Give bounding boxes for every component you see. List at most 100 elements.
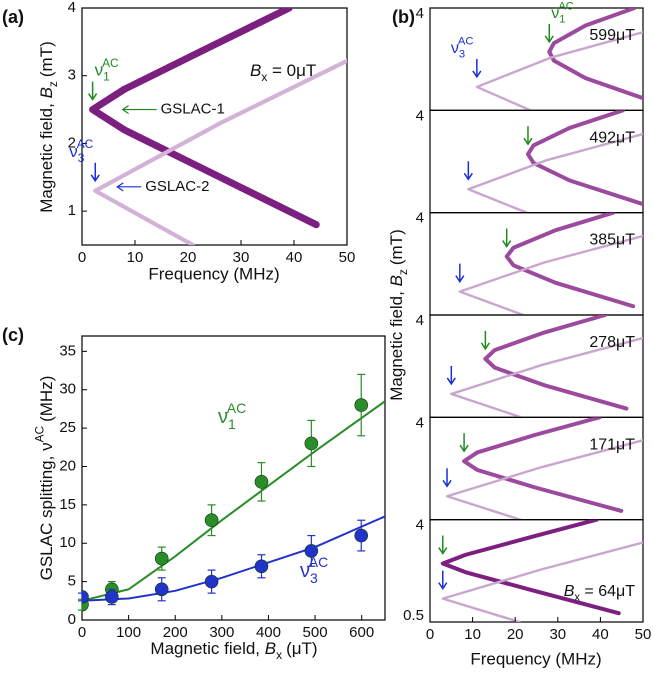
series-label: ν3AC	[300, 554, 328, 586]
field-label-part: 278μT	[589, 334, 635, 351]
series-label: ν1AC	[218, 400, 246, 432]
resonance-label: ν3AC	[69, 137, 93, 165]
resonance-branch	[475, 30, 643, 111]
y-tick-label: 35	[59, 342, 76, 359]
series-label-part: ν	[300, 560, 310, 582]
resonance-label-part: 3	[78, 151, 85, 165]
x-axis-title-part: (μT)	[286, 639, 318, 658]
y-tick-label: 0.5	[403, 607, 424, 624]
x-axis-title-part: Magnetic field,	[150, 639, 264, 658]
field-note-part: B	[250, 61, 261, 80]
x-tick-label: 50	[339, 249, 356, 266]
resonance-branch	[462, 417, 624, 513]
y-axis-title-part: AC	[32, 425, 46, 442]
field-label-part: x	[574, 592, 580, 604]
arrow-head	[544, 35, 554, 44]
arrow-head	[438, 582, 448, 590]
x-tick-label: 200	[163, 624, 188, 641]
field-label: 492μT	[589, 130, 635, 147]
data-point	[204, 513, 219, 528]
resonance-label-part: 3	[459, 48, 465, 60]
y-tick-label: 4	[416, 107, 424, 124]
x-axis-title-part: B	[265, 639, 276, 658]
y-axis-title: GSLAC splitting, νAC (MHz)	[32, 376, 56, 581]
data-point	[304, 436, 319, 451]
data-point	[204, 574, 219, 589]
resonance-label-part: ν	[551, 5, 559, 22]
panel-label: (c)	[2, 325, 24, 345]
x-tick-label: 30	[549, 626, 566, 643]
y-tick-label: 10	[59, 534, 76, 551]
field-label: 171μT	[589, 437, 635, 454]
arrow-head	[472, 70, 482, 79]
x-tick-label: 20	[180, 249, 197, 266]
y-tick-label: 30	[59, 381, 76, 398]
x-tick-label: 30	[233, 249, 250, 266]
series-label-part: ν	[218, 406, 228, 428]
resonance-label-part: ν	[95, 61, 104, 80]
resonance-branch	[89, 8, 320, 229]
x-axis-title-part: x	[276, 648, 282, 662]
panel-label: (b)	[392, 7, 415, 27]
y-tick-label: 4	[416, 210, 424, 227]
x-tick-label: 600	[349, 624, 374, 641]
resonance-label-part: ν	[451, 40, 459, 57]
data-point	[254, 559, 269, 574]
resonance-branch	[467, 132, 643, 213]
y-axis-title-part: B	[37, 87, 56, 98]
resonance-branch	[441, 541, 643, 623]
resonance-label-part: AC	[558, 1, 574, 13]
resonance-label-part: 1	[103, 70, 110, 84]
resonance-label-part: AC	[458, 36, 474, 48]
y-axis-title-part: (mT)	[37, 41, 56, 77]
resonance-label-part: AC	[102, 56, 119, 70]
x-tick-label: 40	[592, 626, 609, 643]
x-tick-label: 300	[209, 624, 234, 641]
arrow-head	[480, 342, 491, 351]
tag-arrow-head	[121, 105, 129, 115]
fit-line	[82, 400, 385, 602]
subplot-frame	[429, 519, 644, 623]
x-tick-label: 100	[116, 624, 141, 641]
y-axis-title-part: Magnetic field,	[387, 286, 406, 400]
arrow-head	[438, 547, 448, 555]
y-axis-title-part: (MHz)	[37, 376, 56, 422]
arrow-head	[442, 479, 452, 488]
x-tick-label: 0	[78, 249, 86, 266]
x-axis-title: Magnetic field, Bx (μT)	[150, 639, 317, 662]
y-axis-title-part: ν	[37, 442, 56, 451]
y-axis-title-part: z	[46, 81, 60, 87]
y-tick-label: 15	[59, 496, 76, 513]
resonance-label: ν1AC	[95, 56, 119, 84]
resonance-label: ν1AC	[551, 1, 574, 26]
x-tick-label: 40	[286, 249, 303, 266]
y-axis-title-part: z	[396, 269, 410, 275]
resonance-branch	[483, 315, 629, 411]
arrow-head	[90, 174, 100, 183]
series-label-part: 1	[228, 416, 236, 432]
resonance-branch	[504, 212, 636, 309]
series-label-part: AC	[309, 554, 328, 570]
resonance-branch	[450, 336, 643, 418]
arrow-head	[459, 444, 469, 453]
field-label-part: 599μT	[589, 27, 635, 44]
arrow-head	[523, 137, 533, 146]
y-axis-title: Magnetic field, Bz (mT)	[37, 41, 60, 213]
resonance-label: ν3AC	[451, 36, 474, 61]
x-tick-label: 400	[256, 624, 281, 641]
y-tick-label: 3	[68, 67, 76, 84]
fit-line	[82, 515, 385, 602]
field-label-part: B	[564, 583, 575, 600]
field-label-part: 492μT	[589, 130, 635, 147]
field-label: Bx = 64μT	[564, 583, 636, 603]
resonance-branch	[458, 234, 643, 316]
arrow-head	[463, 172, 473, 181]
x-tick-label: 500	[303, 624, 328, 641]
plot-frame	[81, 7, 348, 246]
y-tick-label: 4	[68, 0, 76, 16]
x-tick-label: 50	[635, 626, 652, 643]
tag-label: GSLAC-2	[145, 178, 209, 195]
y-tick-label: 4	[416, 312, 424, 329]
data-point	[354, 398, 369, 412]
arrow-head	[502, 240, 512, 248]
